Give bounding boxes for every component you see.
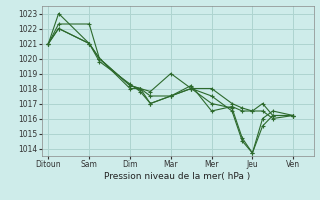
X-axis label: Pression niveau de la mer( hPa ): Pression niveau de la mer( hPa )	[104, 172, 251, 181]
